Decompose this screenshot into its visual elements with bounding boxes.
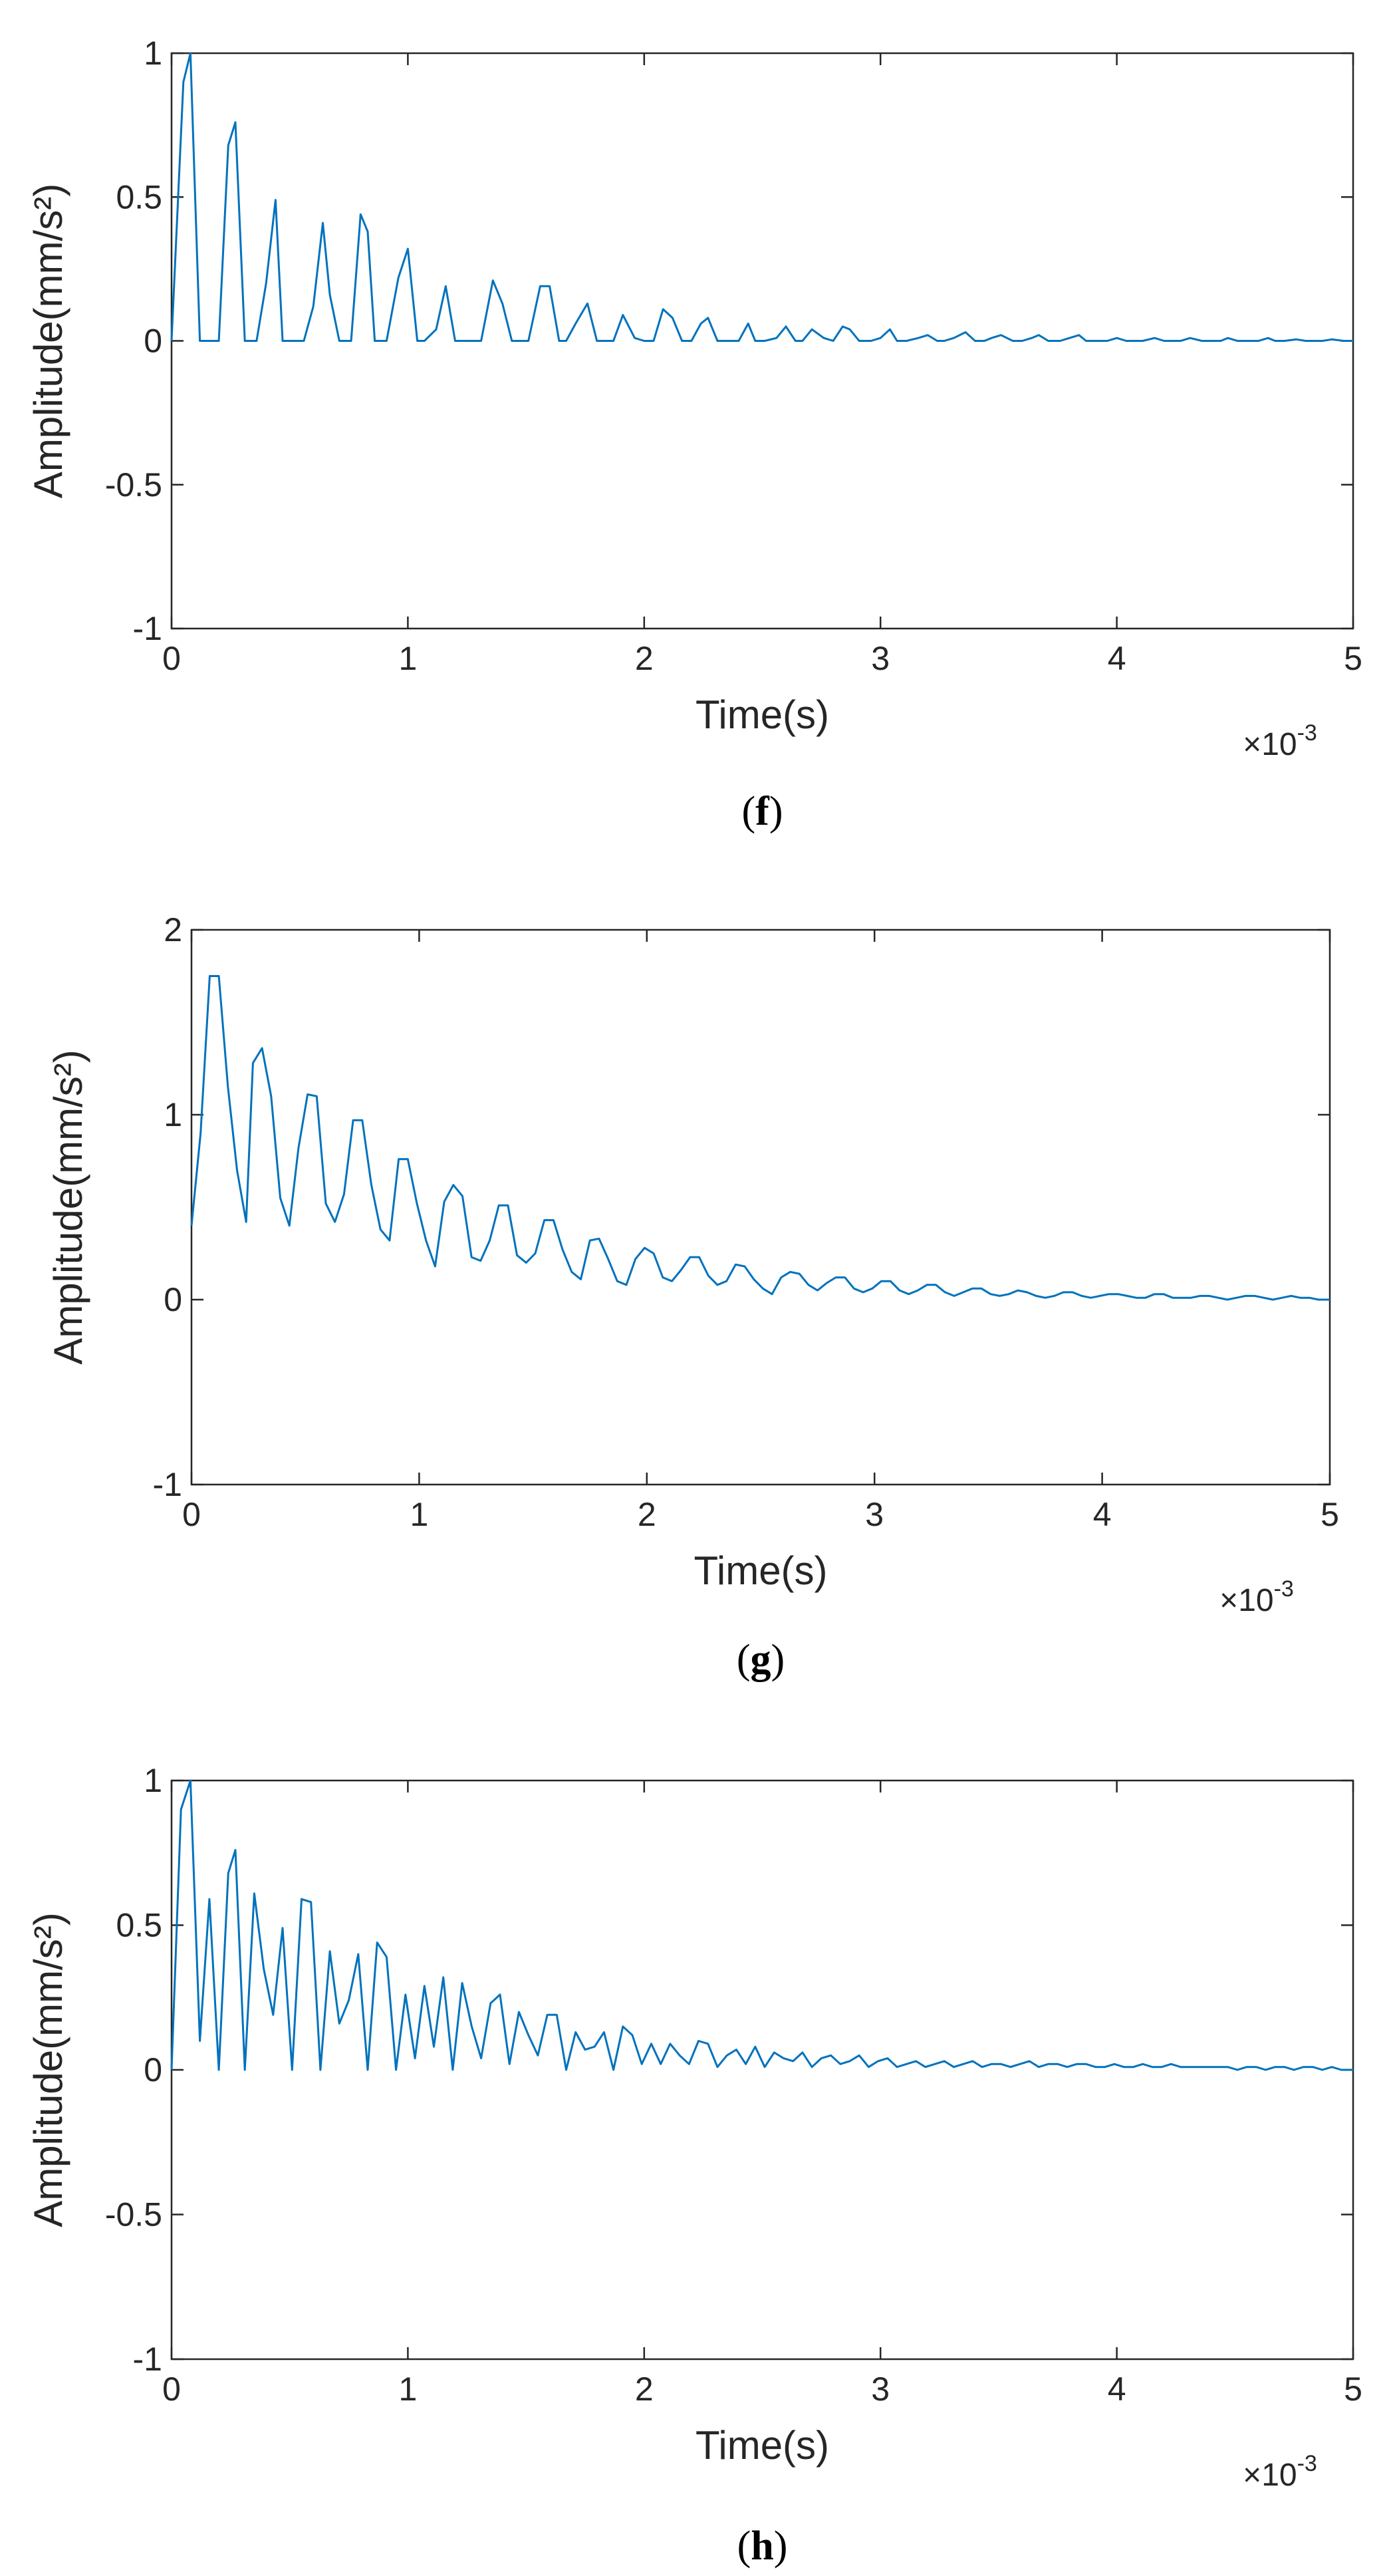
x-exponent-base: ×10	[1219, 1583, 1273, 1618]
x-exponent-label: ×10-3	[1243, 2451, 1317, 2493]
y-axis-label: Amplitude(mm/s²)	[46, 1050, 90, 1364]
x-tick-label: 4	[1093, 1496, 1112, 1533]
y-tick-label: 1	[144, 35, 162, 72]
plot-area-box	[190, 929, 1331, 1486]
x-tick-label: 4	[1108, 640, 1126, 677]
panel-label-open: (	[737, 1637, 751, 1682]
x-exponent-power: -3	[1274, 1576, 1294, 1602]
x-tick-label: 3	[871, 2370, 890, 2408]
x-tick-label: 3	[871, 640, 890, 677]
series-line-signal	[190, 975, 1330, 1301]
y-tick-label: 0.5	[116, 178, 162, 215]
panel-label-letter: h	[751, 2523, 773, 2569]
y-tick-label: -0.5	[105, 466, 162, 503]
series-line-signal	[170, 1779, 1353, 2071]
y-tick-label: 0.5	[116, 1907, 162, 1944]
x-tick-label: 1	[398, 2370, 417, 2408]
x-tick-label: 2	[638, 1496, 656, 1533]
chart-panel-g: 0 1 2 3 4 5-1012Time(s)Amplitude(mm/s²)×10-3(…	[46, 911, 1339, 1682]
panel-label: (h)	[737, 2523, 788, 2569]
y-tick-label: -1	[133, 610, 162, 647]
chart-panel-f: 0 1 2 3 4 5 -1 -0.5 0 0.5 1 Time(s) Amplitude(mm/s²)…	[26, 35, 1362, 834]
y-axis-label: Amplitude(mm/s²)	[26, 1912, 70, 2227]
panel-label-close: )	[769, 789, 783, 834]
y-tick-label: 2	[164, 911, 182, 948]
x-exponent-base: ×10	[1243, 2458, 1297, 2493]
x-axis-label: Time(s)	[694, 1548, 827, 1593]
y-tick-label: 0	[144, 323, 162, 360]
y-tick-label: 1	[144, 1762, 162, 1799]
x-tick-label: 3	[865, 1496, 884, 1533]
x-tick-label: 5	[1344, 640, 1362, 677]
series-line-signal	[170, 52, 1353, 342]
panel-label: (f)	[742, 789, 783, 834]
x-tick-label: 5	[1321, 1496, 1339, 1533]
panel-label-close: )	[771, 1637, 785, 1682]
chart-panel-h: 0 1 2 3 4 5 -1 -0.5 0 0.5 1 Time(s) Amplitude(mm/s²)…	[26, 1762, 1362, 2569]
x-exponent-power: -3	[1297, 2451, 1317, 2476]
y-tick-label: 0	[144, 2051, 162, 2088]
y-tick-label: 0	[164, 1281, 182, 1318]
y-tick-label: -1	[153, 1466, 182, 1503]
panel-label: (g)	[737, 1637, 785, 1682]
x-axis-label: Time(s)	[696, 2423, 829, 2468]
x-exponent-base: ×10	[1243, 727, 1297, 762]
y-axis-label: Amplitude(mm/s²)	[26, 184, 70, 498]
panel-label-open: (	[737, 2523, 751, 2569]
panel-label-close: )	[774, 2523, 788, 2569]
x-axis-label: Time(s)	[696, 692, 829, 737]
panel-label-open: (	[742, 789, 756, 834]
x-exponent-power: -3	[1297, 720, 1317, 746]
x-tick-label: 1	[410, 1496, 428, 1533]
x-tick-label: 0	[162, 2370, 181, 2408]
x-exponent-label: ×10-3	[1243, 720, 1317, 762]
x-tick-label: 2	[635, 2370, 654, 2408]
y-tick-label: -0.5	[105, 2196, 162, 2233]
x-tick-label: 0	[182, 1496, 201, 1533]
x-tick-label: 2	[635, 640, 654, 677]
x-tick-label: 5	[1344, 2370, 1362, 2408]
x-tick-label: 4	[1108, 2370, 1126, 2408]
x-exponent-label: ×10-3	[1219, 1576, 1294, 1618]
x-tick-label: 1	[398, 640, 417, 677]
y-tick-label: 1	[164, 1096, 182, 1133]
panel-label-letter: g	[751, 1637, 771, 1682]
y-tick-label: -1	[133, 2341, 162, 2378]
x-tick-label: 0	[162, 640, 181, 677]
panel-label-letter: f	[755, 789, 770, 834]
